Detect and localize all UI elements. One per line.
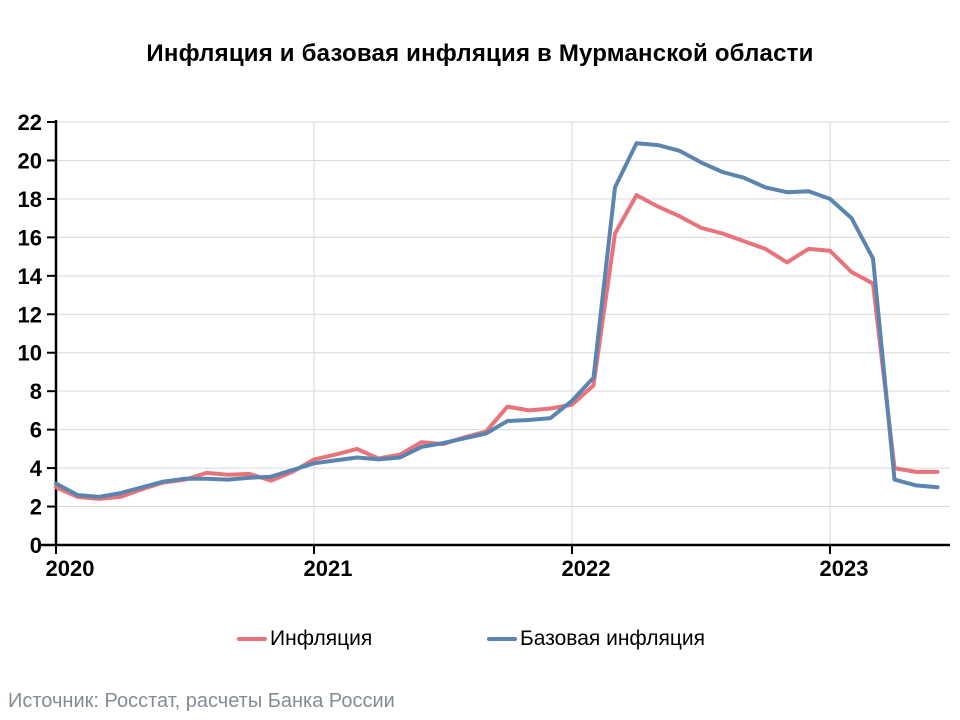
legend-item-inflation: Инфляция xyxy=(237,624,372,654)
y-axis-label: 4 xyxy=(30,456,43,481)
chart-title: Инфляция и базовая инфляция в Мурманской… xyxy=(146,40,814,67)
y-axis-label: 20 xyxy=(18,148,42,173)
x-axis-label: 2022 xyxy=(562,556,611,581)
chart-legend: Инфляция Базовая инфляция xyxy=(0,622,960,662)
source-note: Источник: Росстат, расчеты Банка России xyxy=(8,690,395,712)
x-axis-label: 2023 xyxy=(820,556,869,581)
y-axis-label: 0 xyxy=(30,533,42,558)
inflation-line xyxy=(54,193,940,501)
y-axis-label: 18 xyxy=(18,187,42,212)
core-inflation-line-swatch xyxy=(487,636,517,642)
y-axis-label: 6 xyxy=(30,418,42,443)
y-axis-label: 22 xyxy=(18,110,42,135)
y-axis-label: 16 xyxy=(18,225,42,250)
y-axis-label: 14 xyxy=(18,264,43,289)
y-axis-label: 10 xyxy=(18,341,42,366)
x-axis-label: 2021 xyxy=(304,556,353,581)
legend-label: Инфляция xyxy=(270,627,373,650)
inflation-line-swatch xyxy=(237,636,267,642)
y-axis-label: 2 xyxy=(30,495,42,520)
core-inflation-line xyxy=(54,141,940,499)
legend-item-core-inflation: Базовая инфляция xyxy=(487,624,705,654)
y-axis-label: 8 xyxy=(30,379,42,404)
x-axis-label: 2020 xyxy=(46,556,95,581)
legend-label: Базовая инфляция xyxy=(520,627,706,650)
y-axis-label: 12 xyxy=(18,302,42,327)
